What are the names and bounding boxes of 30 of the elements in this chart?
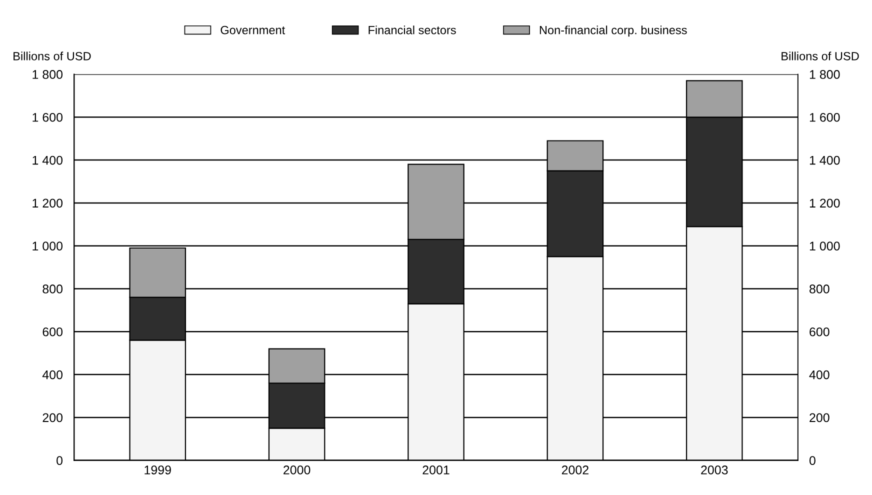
y2-tick-label: 600 bbox=[810, 327, 830, 336]
legend-label: Non-financial corp. business bbox=[540, 26, 687, 37]
y-tick-label: 800 bbox=[42, 284, 63, 294]
x-tick-label: 2003 bbox=[701, 466, 728, 474]
x-tick-label: 2001 bbox=[422, 466, 450, 474]
y-tick-label: 200 bbox=[42, 413, 63, 422]
y-tick-label: 1 000 bbox=[32, 242, 63, 250]
x-tick-label: 2002 bbox=[562, 466, 588, 474]
y2-axis-title: Billions of USD bbox=[782, 52, 859, 60]
y-tick-label: 1 800 bbox=[32, 70, 63, 79]
y2-tick-label: 200 bbox=[810, 413, 830, 422]
legend-label: Financial sectors bbox=[368, 26, 456, 34]
y2-tick-label: 800 bbox=[810, 284, 830, 294]
y-tick-label: 400 bbox=[42, 370, 63, 380]
y2-tick-label: 1 600 bbox=[810, 112, 840, 122]
y-tick-label: 1 400 bbox=[32, 156, 63, 165]
x-tick-label: 2000 bbox=[284, 466, 310, 474]
y-tick-label: 0 bbox=[56, 456, 63, 465]
y2-tick-label: 1 400 bbox=[810, 156, 840, 165]
y-tick-label: 1 200 bbox=[32, 198, 63, 208]
y-axis-title: Billions of USD bbox=[14, 52, 91, 60]
y2-tick-label: 1 800 bbox=[810, 70, 840, 79]
y2-tick-label: 0 bbox=[809, 456, 816, 465]
y2-tick-label: 1 200 bbox=[810, 198, 840, 208]
y-tick-label: 600 bbox=[42, 327, 63, 336]
y2-tick-label: 400 bbox=[809, 370, 830, 380]
legend-label: Government bbox=[220, 26, 286, 34]
y-tick-label: 1 600 bbox=[32, 112, 63, 122]
x-tick-label: 1999 bbox=[144, 466, 171, 474]
y2-tick-label: 1 000 bbox=[810, 242, 840, 250]
